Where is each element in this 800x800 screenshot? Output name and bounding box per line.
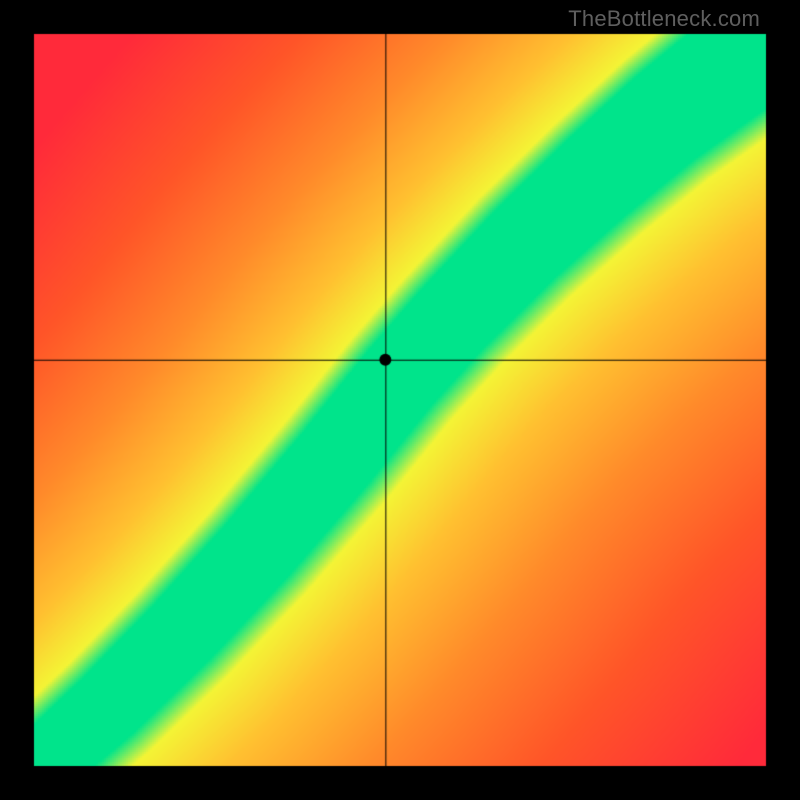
heatmap-canvas — [0, 0, 800, 800]
chart-container: TheBottleneck.com — [0, 0, 800, 800]
watermark-text: TheBottleneck.com — [568, 6, 760, 32]
